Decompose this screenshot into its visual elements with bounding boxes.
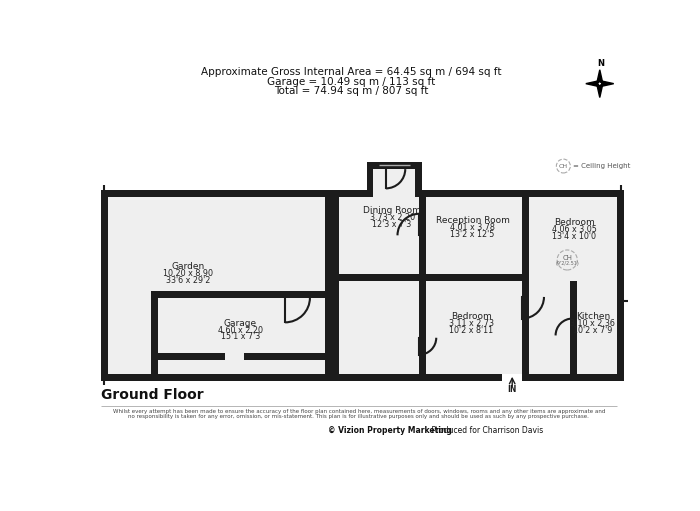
Bar bbox=[415, 162, 422, 197]
Bar bbox=[244, 353, 332, 360]
Bar bbox=[522, 197, 529, 374]
Bar bbox=[340, 274, 526, 281]
Polygon shape bbox=[586, 81, 600, 87]
Bar bbox=[108, 197, 326, 374]
Polygon shape bbox=[596, 84, 603, 98]
Text: Approximate Gross Internal Area = 64.45 sq m / 694 sq ft: Approximate Gross Internal Area = 64.45 … bbox=[201, 67, 501, 78]
Bar bbox=[101, 374, 332, 381]
Bar bbox=[570, 281, 577, 374]
Text: © Vizion Property Marketing: © Vizion Property Marketing bbox=[328, 426, 452, 434]
Bar bbox=[522, 374, 624, 381]
Text: Reception Room: Reception Room bbox=[435, 216, 510, 225]
Text: Ground Floor: Ground Floor bbox=[101, 388, 203, 402]
Text: CH: CH bbox=[562, 256, 572, 262]
Text: 3.10 x 2.36: 3.10 x 2.36 bbox=[570, 319, 615, 329]
Text: Whilst every attempt has been made to ensure the accuracy of the floor plan cont: Whilst every attempt has been made to en… bbox=[113, 409, 605, 420]
Text: Bedroom: Bedroom bbox=[554, 218, 594, 227]
Bar bbox=[151, 360, 158, 381]
Polygon shape bbox=[596, 70, 603, 84]
Bar bbox=[332, 190, 367, 197]
Bar bbox=[340, 197, 617, 374]
Bar bbox=[374, 162, 415, 197]
Text: 13'2 x 12'5: 13'2 x 12'5 bbox=[451, 230, 495, 239]
Bar bbox=[332, 374, 502, 381]
Text: 4.60 x 2.20: 4.60 x 2.20 bbox=[218, 326, 262, 335]
Bar bbox=[101, 190, 332, 197]
Bar bbox=[367, 162, 422, 169]
Text: = Ceiling Height: = Ceiling Height bbox=[573, 163, 630, 169]
Bar bbox=[419, 197, 426, 281]
Text: 4.06 x 3.05: 4.06 x 3.05 bbox=[552, 225, 596, 234]
Text: 10'2 x 7'9: 10'2 x 7'9 bbox=[573, 327, 612, 335]
Text: Bedroom: Bedroom bbox=[451, 312, 491, 321]
Text: Garage: Garage bbox=[223, 319, 257, 328]
Text: CH: CH bbox=[559, 164, 568, 169]
Text: 33'6 x 29'2: 33'6 x 29'2 bbox=[166, 276, 211, 285]
Text: 10'2 x 8'11: 10'2 x 8'11 bbox=[449, 327, 494, 335]
Polygon shape bbox=[600, 81, 614, 87]
Bar bbox=[617, 190, 624, 381]
Text: 13'4 x 10'0: 13'4 x 10'0 bbox=[552, 231, 596, 241]
Text: Kitchen: Kitchen bbox=[575, 312, 610, 321]
Bar bbox=[422, 190, 624, 197]
Bar bbox=[101, 190, 108, 381]
Text: 15'1 x 7'3: 15'1 x 7'3 bbox=[220, 333, 260, 341]
Text: Garage = 10.49 sq m / 113 sq ft: Garage = 10.49 sq m / 113 sq ft bbox=[267, 77, 435, 87]
Bar bbox=[151, 291, 158, 360]
Text: Garden: Garden bbox=[172, 263, 205, 271]
Text: IN: IN bbox=[508, 385, 517, 393]
Bar bbox=[151, 291, 332, 298]
Bar bbox=[419, 281, 426, 374]
Bar bbox=[326, 190, 332, 381]
Text: N: N bbox=[597, 59, 604, 68]
Text: Produced for Charrison Davis: Produced for Charrison Davis bbox=[422, 426, 543, 434]
Text: 4.01 x 3.78: 4.01 x 3.78 bbox=[450, 223, 495, 232]
Bar bbox=[325, 360, 332, 381]
Bar bbox=[332, 190, 340, 381]
Text: 10.20 x 8.90: 10.20 x 8.90 bbox=[163, 269, 214, 278]
Bar bbox=[151, 353, 225, 360]
Bar bbox=[367, 162, 374, 197]
Text: 3.11 x 2.73: 3.11 x 2.73 bbox=[449, 319, 493, 329]
Text: 3.73 x 2.20: 3.73 x 2.20 bbox=[370, 213, 414, 222]
Text: Dining Room: Dining Room bbox=[363, 206, 421, 215]
Text: 12'3 x 7'3: 12'3 x 7'3 bbox=[372, 220, 412, 229]
Bar bbox=[158, 298, 325, 353]
Text: Total = 74.94 sq m / 807 sq ft: Total = 74.94 sq m / 807 sq ft bbox=[274, 86, 428, 96]
Bar bbox=[325, 291, 332, 360]
Text: (9'2/2.51): (9'2/2.51) bbox=[555, 261, 579, 266]
